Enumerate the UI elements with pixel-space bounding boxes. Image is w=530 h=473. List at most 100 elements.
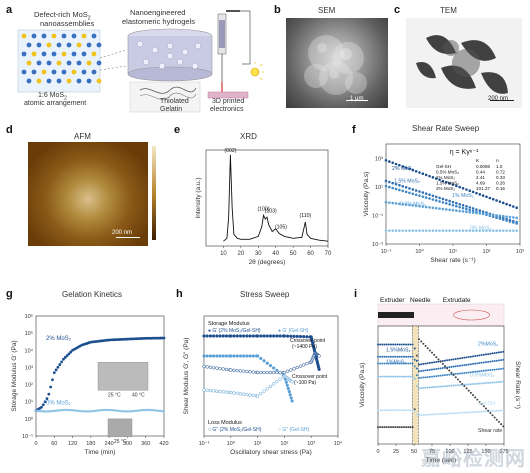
panel-a-label-atomic-2: atomic arrangement [24,100,87,107]
print-point [456,357,459,360]
panel-a-label-gelatin-2: Gelatin [160,106,183,113]
xrd-xtick-label: 70 [325,251,332,257]
shear-point [448,208,451,212]
gel-point-0pct [76,409,80,413]
gel-xtick-label: 300 [123,441,132,447]
gel-point-0pct [49,410,52,413]
lattice-atom [46,60,52,66]
lattice-atom [21,69,27,75]
print-point [394,409,397,412]
stress-point [255,394,260,398]
print-point [443,412,446,415]
print-point [469,363,472,366]
print-point [439,413,442,416]
print-point [431,375,433,378]
stress-point [262,370,266,375]
stress-point [235,391,239,395]
print-point [454,412,457,415]
gel-label-2pct: 2% MoS₂ [46,336,72,342]
sem-image: 1 μm [286,18,388,108]
stress-point [224,354,229,358]
gel-particle [142,58,150,66]
shear-xtick-label: 10¹ [449,249,457,255]
gel-point-0pct [34,409,38,412]
print-point [396,362,399,365]
print-point [400,375,403,378]
print-point [420,363,423,366]
shear-table-cell: 1.5% MoS₂ [436,181,459,186]
print-point [474,370,477,373]
stress-loss-legend-2: ○ G" (Gel-SH) [278,427,310,433]
print-point [383,426,386,429]
xrd-xtick-label: 20 [238,251,245,257]
shear-point [421,172,425,176]
print-point [480,382,483,385]
gel-particle [191,62,199,70]
stress-point [317,354,321,358]
shear-point [428,193,431,197]
shear-xtick-label: 10⁰ [415,248,424,255]
gel-inset-temp-3: 25 °C [114,439,127,445]
xrd-peak-label: (105) [275,225,287,231]
stress-point [259,334,263,338]
shear-point [485,195,488,199]
print-point [407,409,410,412]
print-point [394,375,397,378]
print-point [422,376,425,379]
print-point [396,426,399,429]
stress-point [235,368,239,373]
print-point [443,385,446,388]
lattice-atom [51,69,57,75]
print-point [407,355,410,358]
gel-inset-photo-1 [97,362,149,391]
lattice-atom [61,33,67,39]
lattice-atom [56,42,62,48]
print-point [476,354,479,357]
print-point [405,355,408,358]
shear-point [414,193,418,197]
shear-point [411,204,415,207]
shear-point [498,214,502,218]
print-point [411,375,414,378]
lattice-atom [31,33,37,39]
xrd-frame [205,149,329,247]
shear-point [505,202,508,206]
print-point [461,382,464,385]
panel-e-letter: e [174,124,181,136]
shear-point [495,214,498,217]
stress-point [238,392,243,396]
stress-point [292,367,296,371]
print-point [433,353,436,356]
shear-point [488,213,492,216]
print-point [497,409,500,412]
afm-colorbar [152,146,156,240]
shear-point [434,195,438,199]
print-point [454,365,457,368]
stress-cross2b: (~100 Pa) [294,380,316,386]
print-point [482,369,485,372]
print-series-label: 2%MoS₂ [478,341,498,347]
print-series-label: Shear rate [478,428,502,434]
shear-point [465,205,468,208]
panel-c-title: TEM [440,6,457,15]
lattice-atom [46,42,52,48]
xrd-line [223,154,329,242]
gel-xtick-label: 420 [159,441,168,447]
shear-point [508,203,512,207]
print-point [433,361,436,364]
print-point [493,352,496,355]
print-point [405,343,408,346]
print-point [480,354,483,357]
gel-point-0pct [38,409,41,413]
print-point [385,355,388,358]
print-point [500,351,503,354]
shear-series-label: 0.5% MoS₂ [400,201,426,207]
print-point [389,409,392,412]
gel-particle [166,42,174,50]
shear-point [451,183,455,186]
shear-point [424,196,428,199]
print-point [381,362,384,365]
shear-point [438,178,441,182]
print-point [418,377,421,380]
print-point [500,359,503,362]
